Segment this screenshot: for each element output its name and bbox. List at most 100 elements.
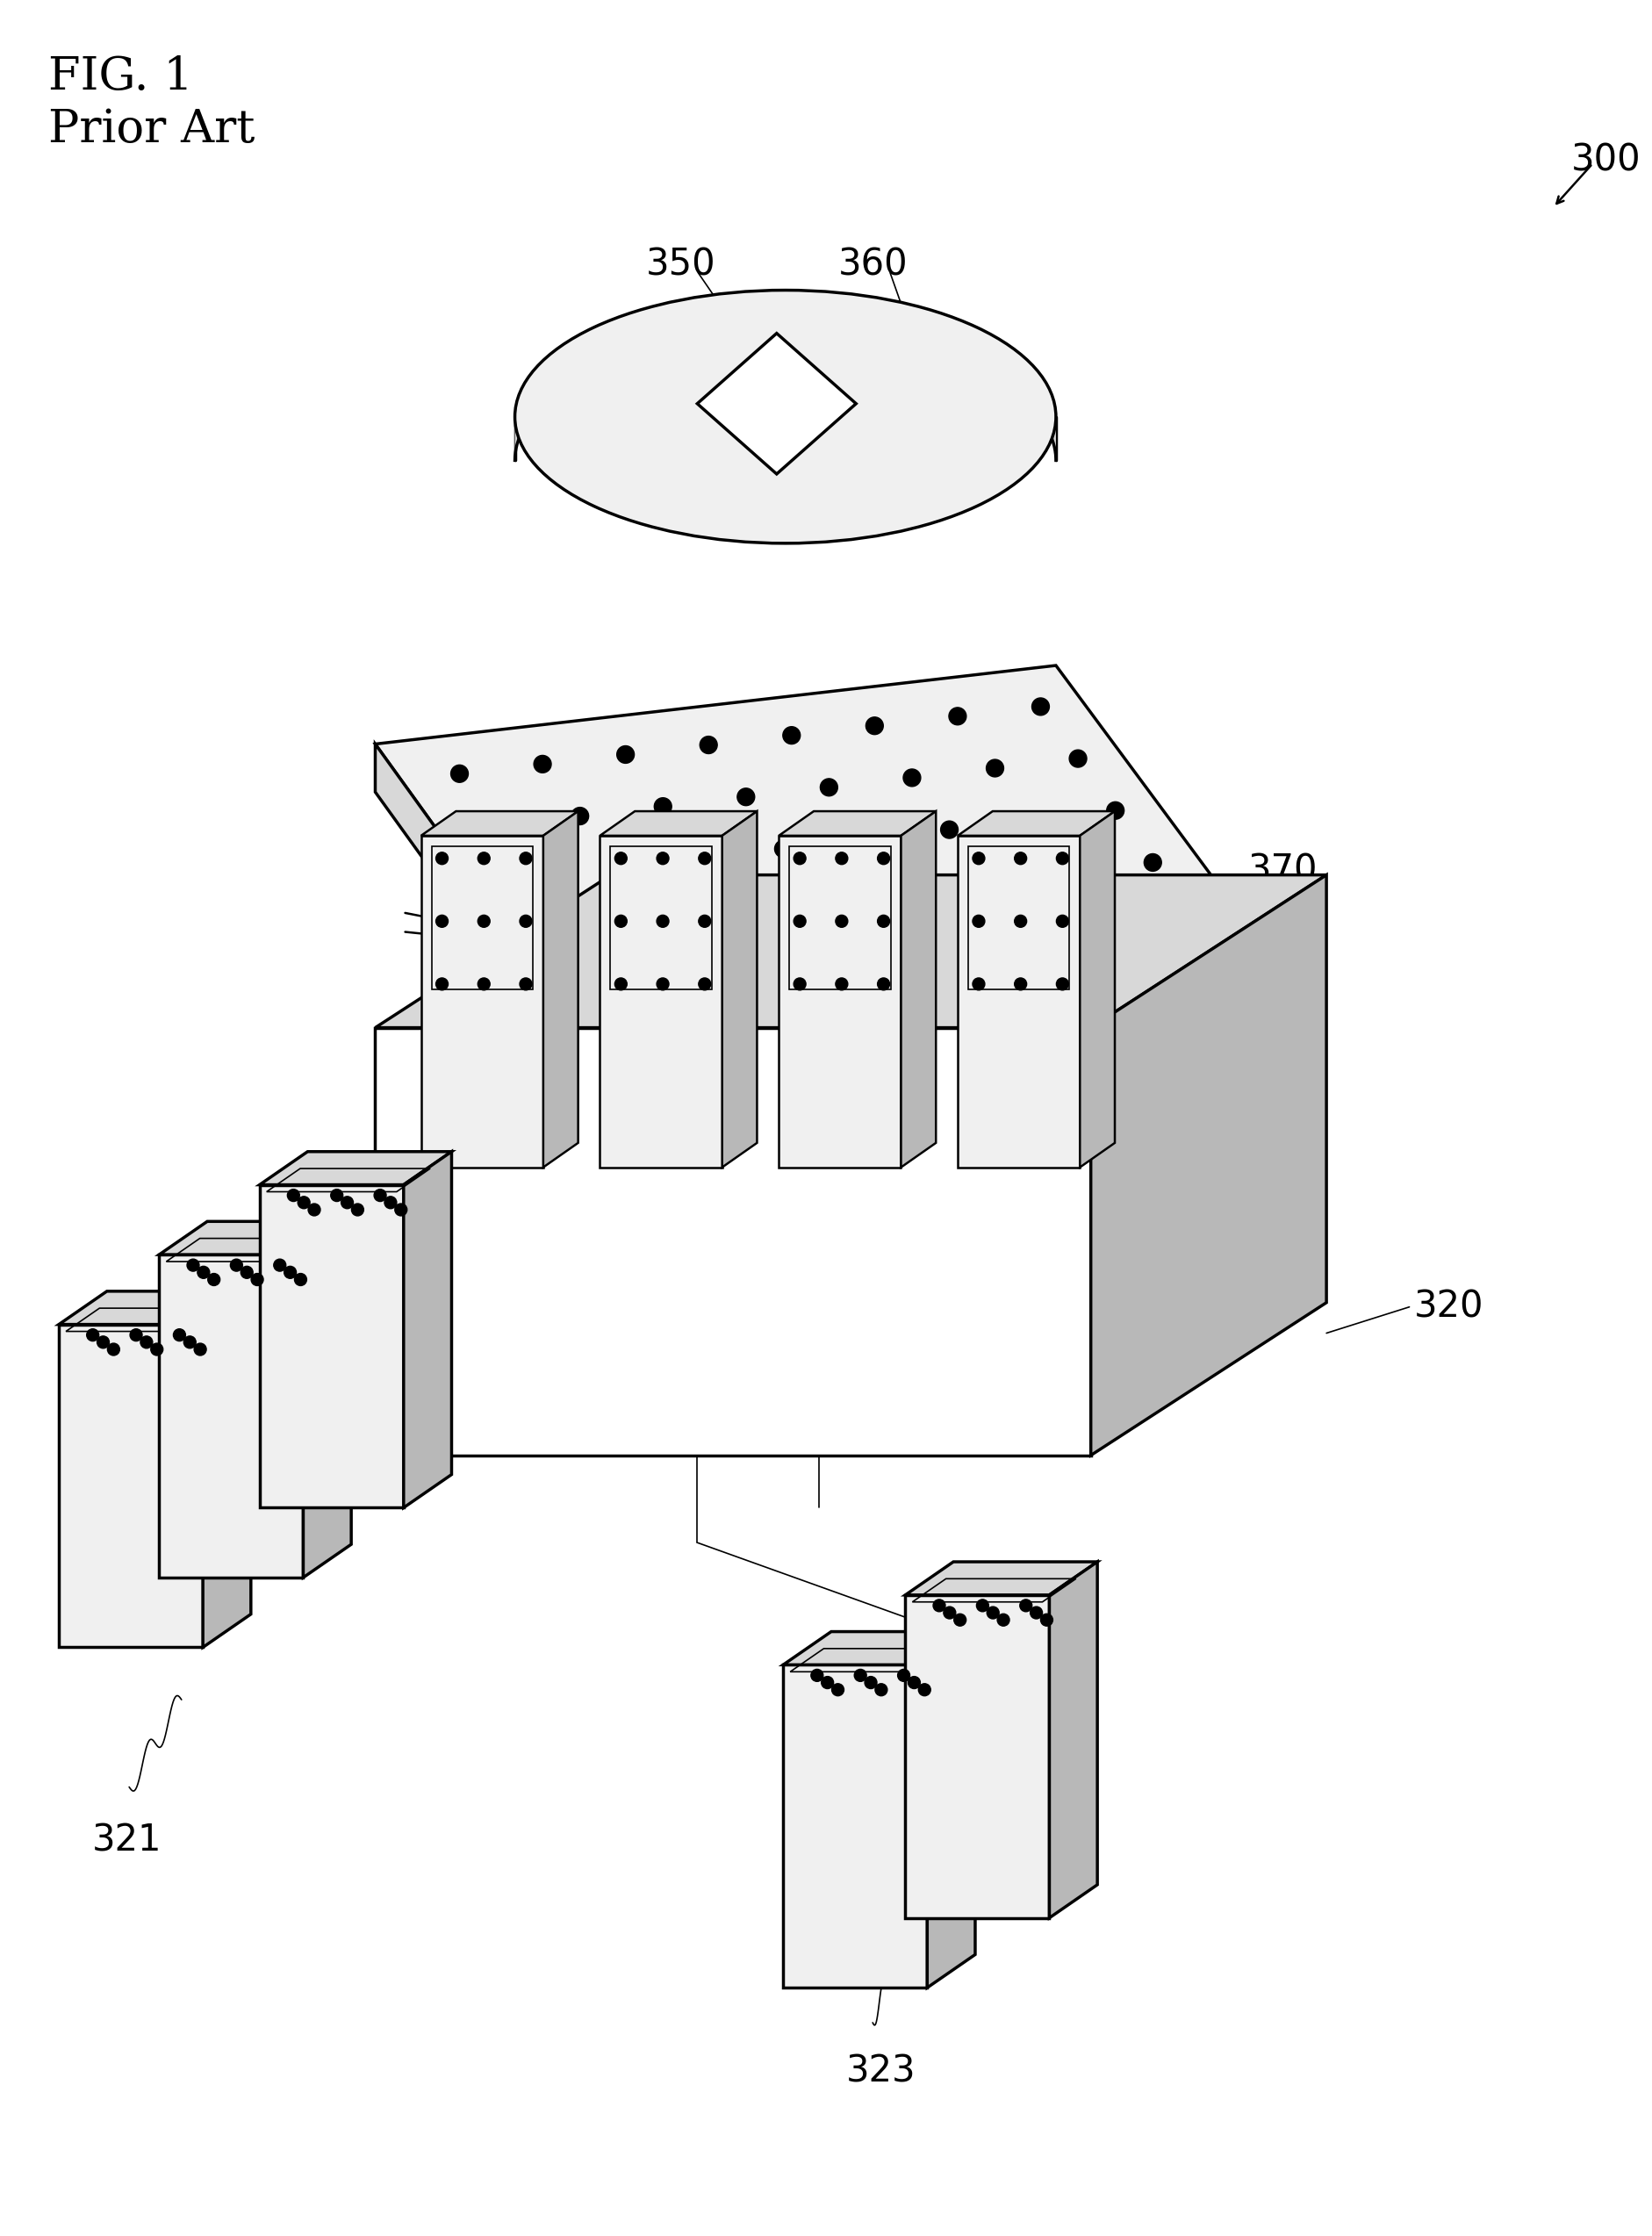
Polygon shape xyxy=(905,1561,1097,1594)
Circle shape xyxy=(699,915,710,928)
Circle shape xyxy=(811,1670,823,1681)
Circle shape xyxy=(519,915,532,928)
Circle shape xyxy=(436,852,448,865)
Circle shape xyxy=(352,1203,363,1216)
Circle shape xyxy=(183,1337,197,1348)
Circle shape xyxy=(519,852,532,865)
Text: 300: 300 xyxy=(1569,141,1640,179)
Circle shape xyxy=(107,1344,119,1355)
Circle shape xyxy=(150,1344,164,1355)
Polygon shape xyxy=(957,812,1113,836)
Polygon shape xyxy=(375,745,532,1011)
Circle shape xyxy=(978,872,995,890)
Text: 360: 360 xyxy=(838,246,907,284)
Polygon shape xyxy=(259,1185,403,1507)
Polygon shape xyxy=(1090,874,1327,1456)
Circle shape xyxy=(477,915,489,928)
Circle shape xyxy=(385,1196,396,1210)
Circle shape xyxy=(86,1328,99,1342)
Circle shape xyxy=(193,1344,206,1355)
Circle shape xyxy=(986,760,1003,776)
Polygon shape xyxy=(421,812,578,836)
Circle shape xyxy=(477,977,489,991)
Polygon shape xyxy=(778,812,935,836)
Circle shape xyxy=(274,1259,286,1272)
Circle shape xyxy=(1014,852,1026,865)
Text: 370: 370 xyxy=(1247,852,1317,890)
Polygon shape xyxy=(375,666,1218,961)
Polygon shape xyxy=(421,836,544,1167)
Circle shape xyxy=(864,1677,877,1688)
Polygon shape xyxy=(159,1221,352,1254)
Circle shape xyxy=(943,1608,955,1619)
Circle shape xyxy=(297,1196,311,1210)
Circle shape xyxy=(1031,698,1049,716)
Circle shape xyxy=(775,841,791,859)
Circle shape xyxy=(173,1328,185,1342)
Circle shape xyxy=(563,921,580,939)
Circle shape xyxy=(897,1670,909,1681)
Circle shape xyxy=(729,901,747,919)
Circle shape xyxy=(1014,915,1026,928)
Circle shape xyxy=(616,747,634,762)
Circle shape xyxy=(836,915,847,928)
Circle shape xyxy=(656,977,669,991)
Ellipse shape xyxy=(514,291,1056,543)
Polygon shape xyxy=(783,1666,927,1988)
Circle shape xyxy=(902,769,920,787)
Polygon shape xyxy=(203,1290,251,1648)
Text: Prior Art: Prior Art xyxy=(48,107,254,152)
Circle shape xyxy=(656,852,669,865)
Circle shape xyxy=(1061,863,1079,881)
Circle shape xyxy=(699,852,710,865)
Circle shape xyxy=(971,977,985,991)
Circle shape xyxy=(1107,803,1123,818)
Polygon shape xyxy=(900,812,935,1167)
Circle shape xyxy=(877,977,889,991)
Circle shape xyxy=(487,816,506,834)
Circle shape xyxy=(519,977,532,991)
Polygon shape xyxy=(1049,1561,1097,1918)
Polygon shape xyxy=(259,1152,451,1185)
Polygon shape xyxy=(59,1290,251,1324)
Circle shape xyxy=(819,778,838,796)
Circle shape xyxy=(330,1190,342,1201)
Circle shape xyxy=(615,852,626,865)
Circle shape xyxy=(451,765,468,783)
Circle shape xyxy=(572,807,588,825)
Circle shape xyxy=(140,1337,152,1348)
Circle shape xyxy=(996,1614,1009,1626)
Circle shape xyxy=(251,1275,263,1286)
Polygon shape xyxy=(600,836,722,1167)
Circle shape xyxy=(436,977,448,991)
Circle shape xyxy=(1056,852,1067,865)
Polygon shape xyxy=(783,1632,975,1666)
Circle shape xyxy=(131,1328,142,1342)
Circle shape xyxy=(836,852,847,865)
Circle shape xyxy=(1041,1614,1052,1626)
Circle shape xyxy=(836,977,847,991)
Circle shape xyxy=(654,798,671,816)
Circle shape xyxy=(919,1684,930,1695)
Circle shape xyxy=(187,1259,200,1272)
Polygon shape xyxy=(159,1254,302,1579)
Circle shape xyxy=(793,977,806,991)
Circle shape xyxy=(857,830,874,847)
Polygon shape xyxy=(957,836,1079,1167)
Circle shape xyxy=(986,1608,998,1619)
Polygon shape xyxy=(375,874,1327,1029)
Circle shape xyxy=(1056,915,1067,928)
Polygon shape xyxy=(403,1152,451,1507)
Circle shape xyxy=(976,1599,988,1612)
Circle shape xyxy=(854,1670,866,1681)
Circle shape xyxy=(477,852,489,865)
Circle shape xyxy=(948,707,966,724)
Circle shape xyxy=(831,1684,844,1695)
Polygon shape xyxy=(1079,812,1113,1167)
Circle shape xyxy=(1029,1608,1042,1619)
Circle shape xyxy=(1143,854,1161,872)
Circle shape xyxy=(1014,977,1026,991)
Circle shape xyxy=(940,821,958,838)
Circle shape xyxy=(737,787,755,805)
Circle shape xyxy=(866,718,882,733)
